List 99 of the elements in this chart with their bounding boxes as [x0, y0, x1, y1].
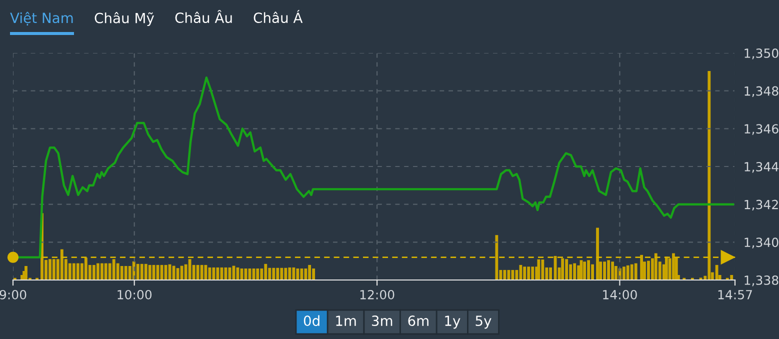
bar	[112, 259, 116, 280]
bar	[268, 268, 272, 280]
bar	[308, 264, 312, 280]
bar	[611, 262, 614, 280]
bar	[573, 263, 576, 280]
bar	[284, 268, 288, 280]
bar	[531, 266, 534, 280]
bar	[300, 268, 304, 280]
bar	[507, 270, 510, 280]
bar	[212, 267, 216, 280]
bar	[116, 263, 120, 280]
text: Châu Mỹ	[94, 12, 154, 26]
bar	[537, 259, 540, 280]
bar	[664, 256, 668, 280]
bar	[188, 259, 192, 280]
bar	[630, 264, 634, 280]
bar	[96, 263, 100, 280]
bar	[68, 263, 72, 280]
bar	[280, 268, 284, 280]
x-tick-label: 9:00	[0, 290, 26, 300]
bar	[296, 268, 300, 280]
bar	[196, 264, 200, 280]
bar	[527, 266, 530, 280]
bar	[136, 264, 140, 280]
bar	[276, 268, 280, 280]
bar	[614, 266, 618, 280]
bar	[148, 264, 152, 280]
bar	[603, 262, 606, 280]
bar	[256, 268, 260, 280]
bar	[48, 259, 52, 280]
bar	[272, 268, 276, 280]
bar	[264, 264, 268, 280]
bar	[607, 260, 610, 280]
bar	[640, 254, 644, 280]
bar	[674, 257, 678, 280]
bar	[200, 264, 204, 280]
text: Châu Âu	[175, 10, 232, 24]
text: 5y	[476, 316, 492, 329]
bar	[549, 267, 552, 280]
bar	[140, 264, 144, 280]
bar	[634, 263, 638, 280]
bar	[503, 270, 506, 280]
y-tick-label: 1,344	[744, 162, 778, 173]
text: 1y	[445, 316, 460, 329]
bar	[519, 264, 522, 280]
text: 6m	[408, 316, 428, 326]
bar	[84, 258, 88, 280]
bar	[523, 266, 526, 280]
y-tick-label: 1,340	[744, 238, 778, 248]
text: 0d	[304, 315, 320, 326]
bar	[715, 264, 718, 280]
bar	[120, 266, 124, 280]
bar	[596, 228, 599, 280]
bar	[583, 262, 586, 280]
bar	[204, 264, 208, 280]
y-tick-label: 1,342	[744, 200, 778, 211]
bar	[654, 253, 658, 280]
bar	[124, 266, 128, 280]
y-tick-label: 1,338	[744, 275, 778, 286]
text: 1m	[336, 316, 356, 326]
text: Châu Á	[254, 10, 303, 24]
bar	[587, 260, 590, 280]
bar	[76, 263, 80, 280]
y-tick-label: 1,348	[744, 86, 778, 98]
bar	[622, 266, 626, 280]
x-tick-label: 10:00	[118, 290, 152, 300]
bar	[24, 266, 28, 280]
bar	[511, 270, 514, 280]
bar	[100, 263, 104, 280]
bar	[565, 259, 568, 280]
bar	[128, 266, 132, 280]
x-tick-label: 12:00	[360, 290, 394, 300]
y-tick-label: 1,350	[744, 48, 778, 60]
bar	[208, 267, 212, 280]
bar	[292, 267, 296, 280]
bar	[60, 249, 64, 280]
bar	[561, 258, 564, 280]
bar	[647, 260, 650, 280]
bar	[304, 268, 308, 280]
bar	[730, 274, 734, 280]
bar	[495, 235, 498, 280]
bar	[591, 264, 594, 280]
bar	[288, 267, 292, 280]
bar	[72, 263, 76, 280]
bar	[52, 259, 56, 280]
x-tick-label: 14:57	[718, 290, 752, 300]
bar	[708, 71, 711, 280]
bar	[108, 263, 112, 280]
y-tick-label: 1,346	[744, 124, 778, 135]
bar	[626, 265, 630, 280]
bar	[312, 268, 316, 280]
bar	[104, 263, 108, 280]
bar	[92, 264, 96, 280]
bar	[144, 264, 148, 280]
text: Việt Nam	[10, 12, 73, 26]
bar	[541, 260, 544, 280]
text: 3m	[372, 316, 392, 326]
x-tick-label: 14:00	[603, 290, 637, 300]
bar	[672, 253, 675, 280]
